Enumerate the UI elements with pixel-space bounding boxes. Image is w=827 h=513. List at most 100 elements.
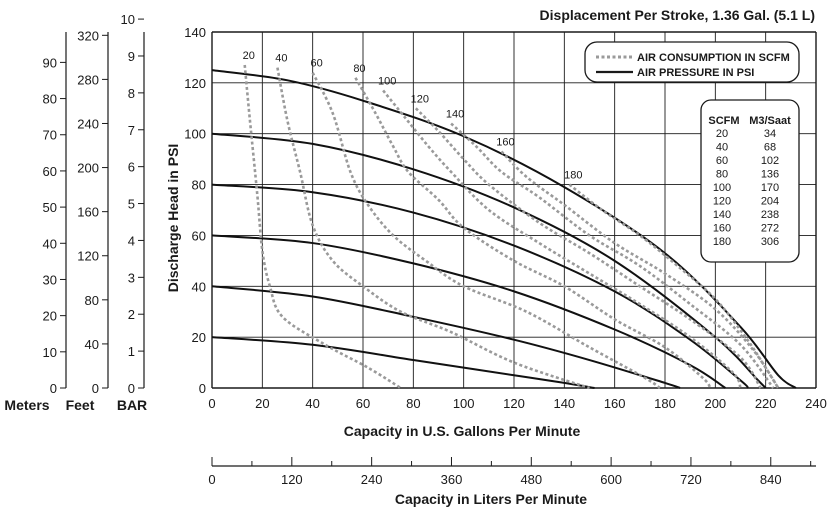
air-curve-40 — [276, 67, 590, 390]
air-curve-label: 140 — [446, 109, 464, 121]
y-tick-label: 60 — [192, 228, 206, 243]
air-curve-label: 120 — [411, 93, 429, 105]
table-cell-scfm: 80 — [716, 169, 728, 181]
x-tick-label: 140 — [553, 396, 575, 411]
x-tick-label: 0 — [208, 396, 215, 411]
air-curve-120 — [414, 107, 762, 389]
y-tick-label: 120 — [184, 76, 206, 91]
left-axis-tick-label: 90 — [43, 55, 57, 70]
pressure-curve — [211, 69, 797, 389]
liters-tick-label: 480 — [520, 472, 542, 487]
air-curve-label: 100 — [378, 75, 396, 87]
left-axis-tick-label: 0 — [128, 381, 135, 396]
pressure-curve — [211, 285, 681, 389]
x-tick-label: 120 — [503, 396, 525, 411]
left-axis-tick-label: 7 — [128, 123, 135, 138]
x-tick-label: 60 — [356, 396, 370, 411]
x-tick-label: 200 — [704, 396, 726, 411]
table-cell-scfm: 100 — [713, 182, 731, 194]
table-cell-m3: 272 — [761, 223, 779, 235]
air-curve-60 — [311, 72, 661, 390]
y-tick-label: 0 — [199, 381, 206, 396]
table-cell-scfm: 140 — [713, 209, 731, 221]
table-cell-m3: 238 — [761, 209, 779, 221]
air-curve-160 — [500, 150, 780, 389]
table-cell-m3: 102 — [761, 155, 779, 167]
liters-tick-label: 720 — [680, 472, 702, 487]
liters-tick-label: 600 — [600, 472, 622, 487]
left-axis-tick-label: 3 — [128, 270, 135, 285]
x-tick-label: 180 — [654, 396, 676, 411]
table-cell-scfm: 180 — [713, 236, 731, 248]
liters-axis: 0 120 240 360 480 600 720 840 — [208, 457, 816, 487]
left-axis-label: Feet — [66, 397, 95, 413]
table-header-scfm: SCFM — [708, 115, 739, 127]
table-cell-scfm: 120 — [713, 196, 731, 208]
left-axis-tick-label: 20 — [43, 309, 57, 324]
table-cell-m3: 170 — [761, 182, 779, 194]
liters-tick-label: 0 — [208, 472, 215, 487]
table-cell-m3: 204 — [761, 196, 779, 208]
left-axis-tick-label: 320 — [77, 28, 99, 43]
liters-tick-label: 240 — [361, 472, 383, 487]
y-axis-ticks: 0 20 40 60 80 100 120 140 — [184, 25, 206, 396]
y-tick-label: 40 — [192, 279, 206, 294]
air-curve-label: 180 — [564, 170, 582, 182]
scfm-conversion-table: SCFM M3/Saat 20 34 40 68 60 102 80 136 100 170 120 20… — [700, 99, 800, 263]
left-axis-tick-label: 40 — [85, 337, 99, 352]
air-curve-20 — [243, 64, 402, 390]
left-axis-tick-label: 30 — [43, 272, 57, 287]
x-axis-ticks: 0 20 40 60 80 100 120 140 160 180 200 220 240 — [208, 396, 826, 411]
y-tick-label: 20 — [192, 330, 206, 345]
air-curve-label: 40 — [275, 53, 287, 65]
left-axis-tick-label: 4 — [128, 233, 135, 248]
left-axis-tick-label: 10 — [121, 12, 135, 27]
table-cell-scfm: 20 — [716, 128, 728, 140]
table-cell-scfm: 40 — [716, 142, 728, 154]
x-tick-label: 100 — [453, 396, 475, 411]
table-header-m3: M3/Saat — [749, 115, 791, 127]
left-axis-tick-label: 280 — [77, 72, 99, 87]
y-tick-label: 80 — [192, 178, 206, 193]
air-curve-label: 20 — [243, 50, 255, 62]
x-tick-label: 220 — [755, 396, 777, 411]
air-curve-label: 80 — [353, 63, 365, 75]
x-tick-label: 160 — [604, 396, 626, 411]
left-axis-tick-label: 6 — [128, 160, 135, 175]
y-tick-label: 100 — [184, 127, 206, 142]
x-tick-label: 40 — [305, 396, 319, 411]
x-tick-label: 240 — [805, 396, 827, 411]
table-cell-scfm: 160 — [713, 223, 731, 235]
left-unit-axes: 0102030405060708090Meters040801201602002… — [4, 12, 147, 413]
left-axis-tick-label: 240 — [77, 116, 99, 131]
left-axis-tick-label: 0 — [92, 381, 99, 396]
y-axis-label: Discharge Head in PSI — [165, 144, 181, 293]
table-cell-m3: 136 — [761, 169, 779, 181]
table-cell-scfm: 60 — [716, 155, 728, 167]
left-axis-tick-label: 1 — [128, 344, 135, 359]
x-tick-label: 80 — [406, 396, 420, 411]
liters-tick-label: 840 — [760, 472, 782, 487]
left-axis-tick-label: 10 — [43, 345, 57, 360]
left-axis-tick-label: 0 — [50, 381, 57, 396]
legend-air-consumption: AIR CONSUMPTION IN SCFM — [637, 52, 790, 64]
legend-air-pressure: AIR PRESSURE IN PSI — [637, 67, 754, 79]
left-axis-tick-label: 5 — [128, 197, 135, 212]
left-axis-tick-label: 8 — [128, 86, 135, 101]
left-axis-tick-label: 50 — [43, 200, 57, 215]
left-axis-tick-label: 9 — [128, 49, 135, 64]
left-axis-label: BAR — [117, 397, 147, 413]
left-axis-tick-label: 60 — [43, 164, 57, 179]
legend: AIR CONSUMPTION IN SCFM AIR PRESSURE IN … — [584, 41, 800, 83]
chart-title: Displacement Per Stroke, 1.36 Gal. (5.1 … — [540, 7, 815, 23]
table-cell-m3: 34 — [764, 128, 776, 140]
left-axis-label: Meters — [4, 397, 49, 413]
pressure-curve — [211, 132, 767, 389]
table-cell-m3: 306 — [761, 236, 779, 248]
left-axis-tick-label: 120 — [77, 249, 99, 264]
table-cell-m3: 68 — [764, 142, 776, 154]
y-tick-label: 140 — [184, 25, 206, 40]
air-curve-180 — [568, 183, 780, 389]
